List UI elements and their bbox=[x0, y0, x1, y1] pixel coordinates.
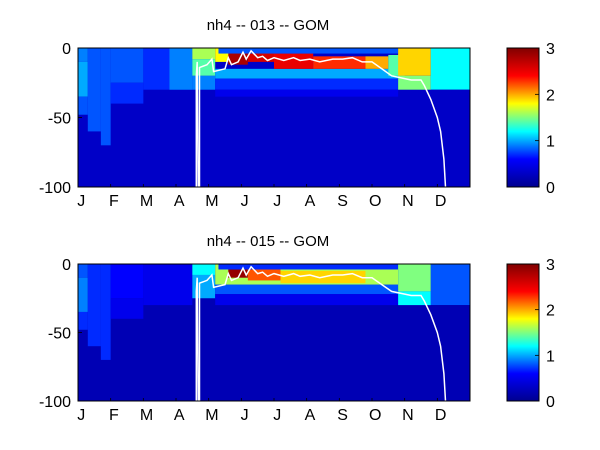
heatmap-cell bbox=[78, 264, 88, 278]
x-tick-label: A bbox=[305, 193, 316, 210]
heatmap-cell bbox=[218, 264, 399, 270]
heatmap-cell bbox=[169, 48, 193, 90]
heatmap-cell bbox=[398, 264, 431, 292]
heatmap-cell bbox=[100, 48, 111, 146]
heatmap-cell bbox=[110, 264, 144, 299]
x-tick-label: M bbox=[205, 407, 218, 424]
heatmap-cell bbox=[192, 48, 216, 60]
x-tick-label: M bbox=[140, 407, 153, 424]
heatmap-cell bbox=[215, 284, 399, 295]
panel-1: nh4 -- 013 -- GOM J F M A M J J A S O N D 0 -50 -100 0… bbox=[39, 17, 555, 210]
x-tick-label: J bbox=[241, 193, 249, 210]
heatmap-cell bbox=[110, 48, 144, 83]
x-tick-label: O bbox=[369, 193, 381, 210]
x-tick-label: M bbox=[140, 193, 153, 210]
panel-1-heatmap bbox=[78, 48, 470, 187]
y-tick-label: -100 bbox=[39, 180, 71, 197]
panel-2: nh4 -- 015 -- GOM J F M A M J J A S O N D 0 -50 -100 0… bbox=[39, 233, 555, 424]
y-tick-label: -50 bbox=[48, 326, 71, 343]
x-tick-label: S bbox=[337, 407, 348, 424]
heatmap-cell bbox=[218, 48, 399, 54]
colorbar-frame bbox=[506, 263, 540, 402]
heatmap-cell bbox=[78, 277, 88, 312]
x-tick-label: J bbox=[77, 193, 85, 210]
heatmap-cell bbox=[430, 48, 470, 90]
heatmap-cell bbox=[78, 96, 88, 115]
heatmap-cell bbox=[398, 48, 431, 76]
heatmap-cell bbox=[430, 264, 470, 306]
panel-1-axes: J F M A M J J A S O N D 0 -50 -100 bbox=[39, 41, 471, 210]
panel-2-heatmap bbox=[78, 264, 470, 401]
colorbar-tick-label: 2 bbox=[546, 303, 555, 320]
heatmap-cell bbox=[78, 61, 88, 97]
heatmap-cell bbox=[110, 298, 144, 319]
x-tick-label: M bbox=[205, 193, 218, 210]
panel-2-axes: J F M A M J J A S O N D 0 -50 -100 bbox=[39, 257, 471, 424]
heatmap-cell bbox=[430, 305, 470, 401]
heatmap-cell bbox=[87, 264, 101, 347]
heatmap-cell bbox=[313, 56, 366, 69]
panel-2-colorbar: 0 1 2 3 bbox=[506, 257, 555, 411]
heatmap-cell bbox=[215, 68, 399, 79]
x-tick-label: A bbox=[305, 407, 316, 424]
x-tick-label: J bbox=[273, 193, 281, 210]
panel-1-title: nh4 -- 013 -- GOM bbox=[207, 17, 330, 34]
x-tick-label: A bbox=[174, 193, 185, 210]
heatmap-cell bbox=[87, 48, 101, 132]
y-tick-label: -100 bbox=[39, 394, 71, 411]
heatmap-cell bbox=[215, 78, 399, 90]
heatmap-cell bbox=[215, 294, 399, 306]
heatmap-cell bbox=[192, 264, 216, 275]
x-tick-label: O bbox=[369, 407, 381, 424]
x-tick-label: F bbox=[109, 193, 119, 210]
colorbar-tick-label: 3 bbox=[546, 41, 555, 58]
heatmap-cell bbox=[143, 264, 193, 306]
colorbar-fill bbox=[507, 264, 539, 401]
x-tick-label: S bbox=[337, 193, 348, 210]
heatmap-cell bbox=[274, 53, 314, 69]
heatmap-cell bbox=[78, 48, 88, 62]
y-tick-label: 0 bbox=[62, 41, 71, 58]
colorbar-tick-label: 0 bbox=[546, 394, 555, 411]
heatmap-cell bbox=[215, 89, 399, 97]
colorbar-tick-label: 1 bbox=[546, 134, 555, 151]
colorbar-tick-label: 3 bbox=[546, 257, 555, 274]
panel-1-colorbar: 0 1 2 3 bbox=[506, 41, 555, 197]
x-tick-label: N bbox=[402, 193, 414, 210]
heatmap-cell bbox=[100, 264, 111, 360]
x-tick-label: J bbox=[241, 407, 249, 424]
y-tick-label: 0 bbox=[62, 257, 71, 274]
x-tick-label: A bbox=[174, 407, 185, 424]
y-tick-label: -50 bbox=[48, 111, 71, 128]
x-tick-label: D bbox=[435, 407, 447, 424]
x-tick-label: D bbox=[435, 193, 447, 210]
x-tick-label: N bbox=[402, 407, 414, 424]
x-tick-label: F bbox=[109, 407, 119, 424]
x-tick-label: J bbox=[273, 407, 281, 424]
mixed-layer-line bbox=[195, 49, 447, 187]
colorbar-tick-label: 0 bbox=[546, 180, 555, 197]
heatmap-cell bbox=[430, 89, 470, 187]
panel-2-title: nh4 -- 015 -- GOM bbox=[207, 233, 330, 250]
colorbar-frame bbox=[506, 47, 540, 188]
colorbar-tick-label: 1 bbox=[546, 348, 555, 365]
heatmap-cell bbox=[365, 56, 389, 69]
heatmap-cell bbox=[78, 311, 88, 330]
heatmap-cell bbox=[110, 82, 144, 104]
x-tick-label: J bbox=[77, 407, 85, 424]
colorbar-fill bbox=[507, 48, 539, 187]
colorbar-tick-label: 2 bbox=[546, 87, 555, 104]
mixed-layer-line bbox=[195, 265, 447, 401]
heatmap-cell bbox=[192, 59, 216, 76]
